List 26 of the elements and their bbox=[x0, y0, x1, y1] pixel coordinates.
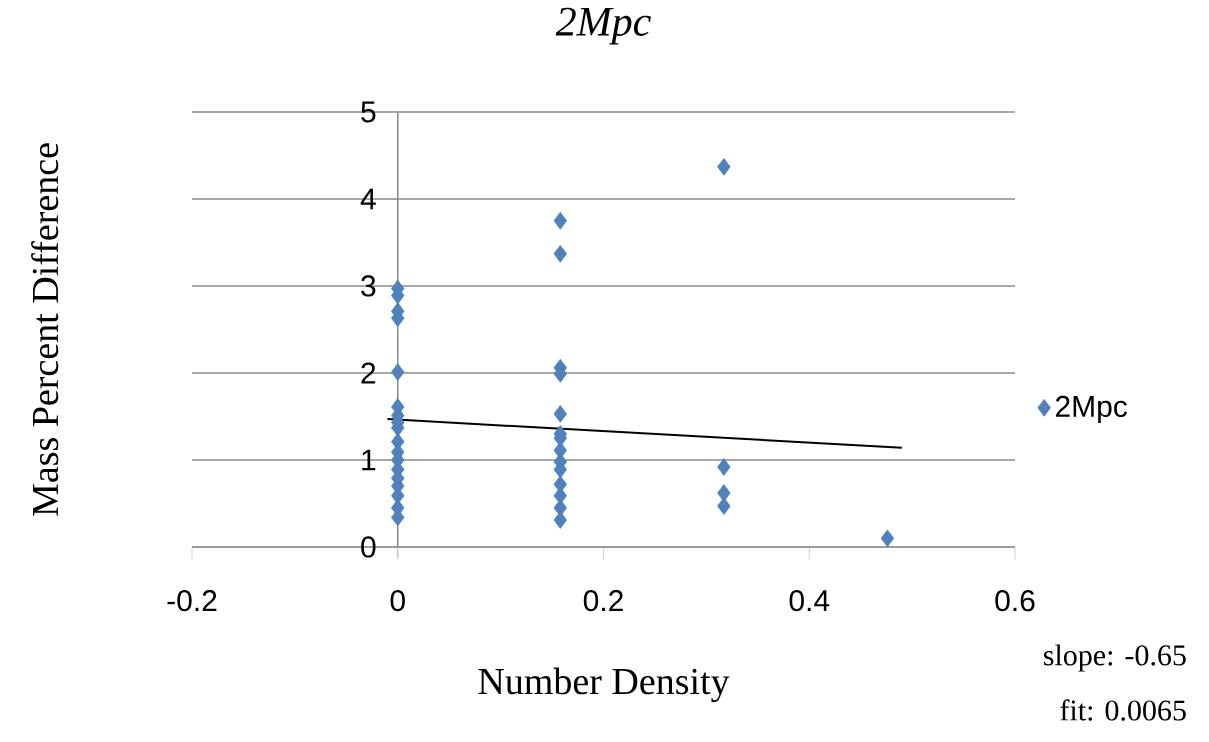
point bbox=[717, 458, 731, 476]
x-tick-label: 0 bbox=[390, 590, 405, 612]
y-tick-label: 4 bbox=[360, 188, 376, 210]
y-tick-label: 0 bbox=[361, 536, 376, 558]
point bbox=[391, 363, 405, 381]
x-tick-label: 0.6 bbox=[995, 590, 1035, 612]
y-tick-label: 2 bbox=[361, 362, 376, 384]
point bbox=[717, 157, 731, 176]
point bbox=[553, 211, 567, 230]
y-tick-label: 3 bbox=[361, 275, 376, 297]
point bbox=[553, 245, 567, 263]
y-axis-title: Mass Percent Difference bbox=[31, 143, 59, 516]
x-tick-label: 0.2 bbox=[583, 590, 623, 612]
legend-label: 2Mpc bbox=[1055, 395, 1128, 423]
y-tick-label: 1 bbox=[362, 449, 376, 471]
text: fit: 0.0065 bbox=[1060, 699, 1186, 721]
text: slope: -0.65 bbox=[1044, 644, 1186, 672]
point bbox=[880, 529, 895, 548]
point bbox=[717, 497, 731, 515]
x-axis-title: Number Density bbox=[478, 667, 730, 703]
y-tick-label: 5 bbox=[361, 101, 376, 123]
x-tick-label: 0.4 bbox=[789, 590, 830, 612]
chart-title: 2Mpc bbox=[555, 7, 651, 45]
point bbox=[553, 405, 567, 423]
x-tick-label: -0.2 bbox=[167, 590, 217, 612]
point bbox=[553, 511, 567, 529]
